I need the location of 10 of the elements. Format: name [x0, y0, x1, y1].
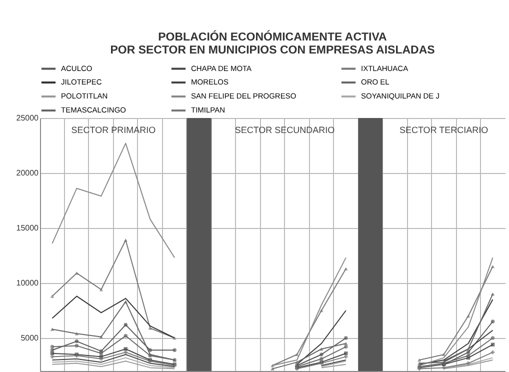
text: POBLACIÓN ECONÓMICAMENTE ACTIVA — [158, 32, 387, 44]
y-tick-label: 25000 — [16, 114, 40, 122]
y-tick-label: 15000 — [16, 224, 40, 232]
text: POR SECTOR EN MUNICIPIOS CON EMPRESAS AISLADAS — [110, 44, 435, 56]
y-tick-label: 20000 — [16, 168, 40, 178]
y-tick-label: 5000 — [20, 334, 40, 342]
y-tick-label: 10000 — [16, 278, 40, 288]
annotation: SECTOR TERCIARIO — [399, 125, 488, 135]
annotation: SECTOR SECUNDARIO — [234, 125, 335, 135]
annotation: SECTOR PRIMARIO — [71, 125, 156, 135]
